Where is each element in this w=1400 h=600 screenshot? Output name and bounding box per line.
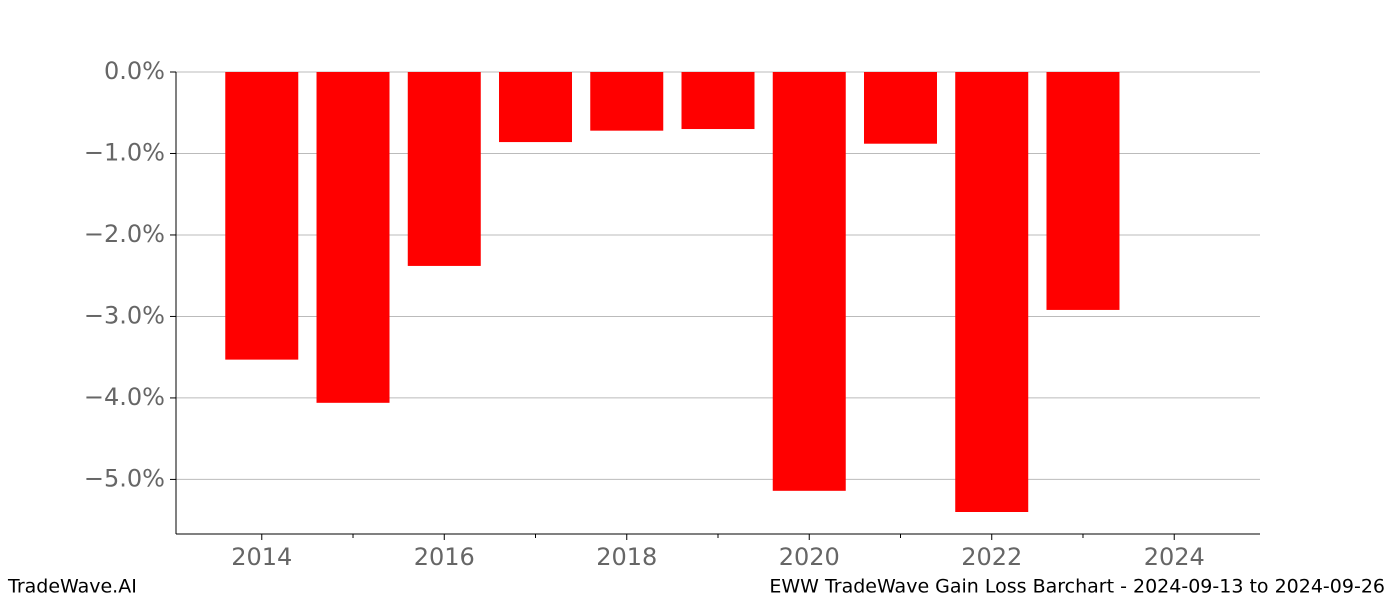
y-tick-label: 0.0% xyxy=(104,57,165,85)
y-tick-label: −1.0% xyxy=(84,138,165,166)
y-tick-label: −4.0% xyxy=(84,383,165,411)
bar xyxy=(863,72,937,144)
bar xyxy=(590,72,664,131)
x-tick-label: 2020 xyxy=(779,543,840,571)
y-tick-label: −2.0% xyxy=(84,220,165,248)
bar xyxy=(407,72,481,266)
bar xyxy=(1046,72,1120,310)
chart-title: EWW TradeWave Gain Loss Barchart - 2024-… xyxy=(769,576,1385,598)
bar xyxy=(316,72,390,403)
x-tick-label: 2014 xyxy=(231,543,292,571)
x-tick-label: 2024 xyxy=(1144,543,1205,571)
bar xyxy=(499,72,573,143)
brand: TradeWave.AI xyxy=(7,576,137,598)
x-tick-label: 2022 xyxy=(961,543,1022,571)
bar xyxy=(225,72,299,360)
x-tick-label: 2016 xyxy=(414,543,475,571)
bar xyxy=(772,72,846,491)
bar xyxy=(955,72,1029,512)
x-tick-label: 2018 xyxy=(596,543,657,571)
bar xyxy=(681,72,755,130)
y-tick-label: −5.0% xyxy=(84,464,165,492)
y-tick-label: −3.0% xyxy=(84,301,165,329)
